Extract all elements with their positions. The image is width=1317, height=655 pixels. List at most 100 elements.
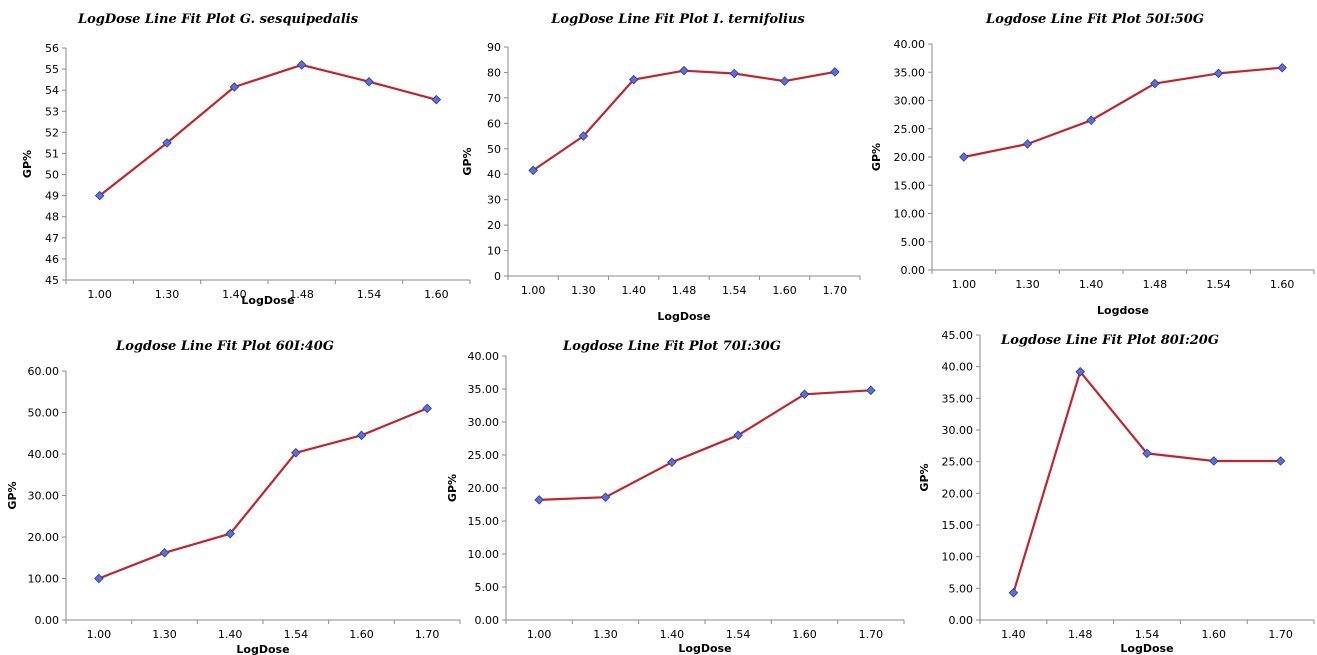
chart-4-x-tick-label: 1.54 bbox=[284, 628, 309, 641]
chart-1-x-tick-label: 1.40 bbox=[222, 288, 247, 301]
chart-4-data-point bbox=[422, 403, 432, 414]
chart-3-y-tick-label: 5.00 bbox=[901, 236, 926, 249]
chart-1-y-tick-label: 51 bbox=[45, 147, 59, 160]
chart-4-y-tick-label: 60.00 bbox=[28, 365, 60, 378]
chart-1-data-point bbox=[229, 82, 240, 92]
chart-3-y-tick-label: 30.00 bbox=[894, 95, 926, 108]
chart-6-series-line bbox=[1012, 370, 1281, 594]
chart-2-x-tick-label: 1.54 bbox=[722, 284, 747, 297]
chart-3-x-tick-label: 1.54 bbox=[1206, 278, 1231, 291]
chart-2-y-tick-label: 0 bbox=[494, 270, 501, 283]
chart-4-y-tick-label: 10.00 bbox=[28, 573, 60, 586]
chart-5-y-tick-label: 20.00 bbox=[468, 482, 500, 495]
chart-6-data-point bbox=[1275, 456, 1286, 466]
chart-5-y-tick-label: 25.00 bbox=[468, 449, 500, 462]
chart-3-x-tick-label: 1.30 bbox=[1015, 278, 1040, 291]
chart-2-y-tick-label: 60 bbox=[487, 117, 501, 130]
chart-4-data-point bbox=[225, 528, 235, 539]
chart-4-data-point bbox=[291, 447, 301, 458]
chart-4-x-tick-label: 1.70 bbox=[415, 628, 440, 641]
chart-2-data-point bbox=[830, 67, 840, 77]
chart-1-x-tick-label: 1.00 bbox=[87, 288, 112, 301]
chart-4-y-tick-label: 50.00 bbox=[28, 407, 60, 420]
chart-5-x-tick-label: 1.60 bbox=[792, 628, 817, 641]
chart-4-x-tick-label: 1.00 bbox=[87, 628, 112, 641]
chart-2-y-axis-label: GP% bbox=[461, 147, 474, 175]
chart-3-x-tick-label: 1.40 bbox=[1079, 278, 1104, 291]
chart-3-y-tick-label: 40.00 bbox=[894, 38, 926, 51]
chart-1-data-point bbox=[162, 138, 172, 148]
chart-6-y-tick-label: 35.00 bbox=[942, 392, 974, 405]
chart-4-data-point bbox=[356, 430, 367, 441]
chart-5-y-tick-label: 35.00 bbox=[468, 383, 500, 396]
chart-4-data-point bbox=[159, 548, 170, 558]
chart-6-y-tick-label: 20.00 bbox=[942, 487, 974, 500]
chart-2-x-tick-label: 1.48 bbox=[672, 284, 697, 297]
chart-3-y-tick-label: 35.00 bbox=[894, 66, 926, 79]
chart-1-series-line bbox=[99, 63, 437, 197]
chart-6-data-point bbox=[1142, 448, 1152, 459]
chart-1-y-tick-label: 53 bbox=[45, 105, 59, 118]
chart-6-x-tick-label: 1.60 bbox=[1202, 628, 1227, 641]
chart-6-title: Logdose Line Fit Plot 80I:20G bbox=[1000, 333, 1219, 348]
chart-2-data-point bbox=[628, 74, 639, 85]
chart-5-y-tick-label: 30.00 bbox=[468, 416, 500, 429]
chart-5-y-axis-label: GP% bbox=[446, 474, 459, 502]
chart-5-title: Logdose Line Fit Plot 70I:30G bbox=[562, 339, 781, 354]
chart-2-x-tick-label: 1.00 bbox=[521, 284, 546, 297]
chart-6-y-tick-label: 45.00 bbox=[942, 329, 974, 342]
chart-4-x-axis-label: LogDose bbox=[236, 643, 289, 655]
chart-5-x-tick-label: 1.40 bbox=[660, 628, 685, 641]
chart-5-x-tick-label: 1.54 bbox=[726, 628, 751, 641]
chart-1-y-tick-label: 55 bbox=[45, 63, 59, 76]
chart-3-x-axis-label: Logdose bbox=[1097, 304, 1149, 317]
chart-6-y-tick-label: 0.00 bbox=[949, 614, 974, 627]
chart-2-series-line bbox=[532, 69, 836, 172]
chart-6-data-point bbox=[1075, 366, 1085, 377]
chart-5-x-axis-label: LogDose bbox=[678, 642, 731, 655]
chart-3-x-tick-label: 1.48 bbox=[1143, 278, 1168, 291]
chart-4-series-line bbox=[98, 407, 428, 580]
chart-1-x-tick-label: 1.30 bbox=[155, 288, 180, 301]
chart-6-x-tick-label: 1.54 bbox=[1135, 628, 1160, 641]
chart-6-y-tick-label: 15.00 bbox=[942, 519, 974, 532]
chart-1-data-point bbox=[431, 94, 442, 105]
chart-1-y-tick-label: 48 bbox=[45, 211, 59, 224]
chart-3-data-point bbox=[1150, 78, 1160, 89]
chart-5-data-point bbox=[600, 492, 611, 503]
chart-1-data-point bbox=[296, 60, 307, 70]
chart-4-y-tick-label: 40.00 bbox=[28, 448, 60, 461]
chart-2-data-point bbox=[729, 68, 740, 79]
chart-5-y-tick-label: 10.00 bbox=[468, 548, 500, 561]
chart-5-data-point bbox=[799, 389, 810, 400]
chart-5-y-tick-label: 15.00 bbox=[468, 515, 500, 528]
chart-1-x-axis-label: LogDose bbox=[241, 294, 294, 307]
chart-4-y-axis-label: GP% bbox=[6, 481, 19, 509]
chart-3-data-point bbox=[1213, 68, 1224, 79]
chart-4-y-tick-label: 20.00 bbox=[28, 531, 60, 544]
chart-4-title: Logdose Line Fit Plot 60I:40G bbox=[115, 339, 334, 354]
chart-6-y-tick-label: 25.00 bbox=[942, 456, 974, 469]
chart-2-data-point bbox=[779, 76, 790, 86]
chart-5-x-tick-label: 1.30 bbox=[593, 628, 618, 641]
chart-3-data-point bbox=[1022, 139, 1033, 149]
chart-2-x-axis-label: LogDose bbox=[657, 310, 710, 323]
chart-3-data-point bbox=[959, 152, 969, 162]
chart-6-x-tick-label: 1.70 bbox=[1268, 628, 1293, 641]
chart-2-x-tick-label: 1.70 bbox=[823, 284, 848, 297]
chart-5-data-point bbox=[667, 457, 677, 468]
chart-3-y-tick-label: 25.00 bbox=[894, 123, 926, 136]
chart-5-data-point bbox=[733, 430, 743, 440]
chart-4-x-tick-label: 1.60 bbox=[349, 628, 374, 641]
chart-2-title: LogDose Line Fit Plot I. ternifolius bbox=[550, 12, 805, 27]
chart-2-data-point bbox=[679, 65, 689, 76]
chart-5-y-tick-label: 40.00 bbox=[468, 350, 500, 363]
chart-5-data-point bbox=[866, 385, 876, 396]
chart-1-y-tick-label: 50 bbox=[45, 169, 59, 182]
chart-3-y-tick-label: 0.00 bbox=[901, 264, 926, 277]
chart-3-x-tick-label: 1.00 bbox=[952, 278, 977, 291]
chart-3-y-tick-label: 15.00 bbox=[894, 179, 926, 192]
chart-3-y-axis-label: GP% bbox=[870, 143, 883, 171]
chart-1-data-point bbox=[94, 190, 105, 201]
